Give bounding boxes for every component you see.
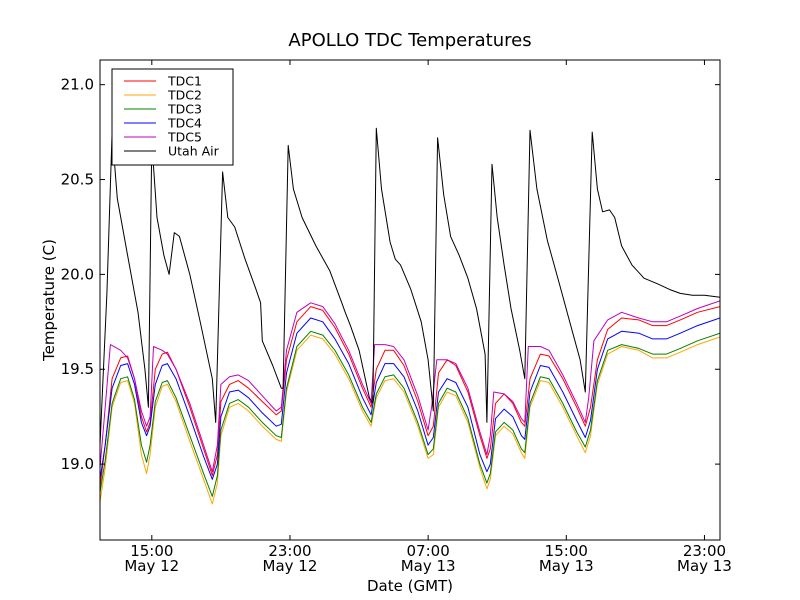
legend-label: TDC3 (167, 102, 202, 117)
y-axis-label: Temperature (C) (40, 239, 58, 362)
series-line-tdc3 (100, 330, 720, 497)
legend-label: TDC4 (167, 116, 202, 131)
series-layer (100, 127, 720, 505)
x-tick-label-date: May 12 (263, 557, 318, 575)
y-tick-label: 20.5 (61, 171, 94, 189)
legend-item: TDC4 (124, 116, 202, 131)
x-tick-label-date: May 12 (124, 557, 179, 575)
chart-title: APOLLO TDC Temperatures (288, 30, 531, 51)
y-tick-label: 19.0 (61, 455, 94, 473)
legend-item: TDC5 (124, 130, 202, 145)
x-axis-label: Date (GMT) (367, 577, 453, 595)
x-tick-label-time: 15:00 (545, 542, 588, 560)
series-line-tdc1 (100, 306, 720, 487)
legend-box (111, 68, 234, 166)
y-axis: 19.0 19.5 20.0 20.5 21.0 (61, 76, 720, 473)
legend-item: TDC2 (124, 88, 202, 103)
legend-label: TDC5 (167, 130, 202, 145)
x-tick-label-time: 07:00 (407, 542, 450, 560)
plot-frame (99, 59, 721, 541)
legend-label: Utah Air (168, 144, 220, 159)
legend-item: Utah Air (124, 144, 220, 159)
x-tick-label-time: 15:00 (130, 542, 173, 560)
y-tick-label: 21.0 (61, 76, 94, 94)
series-line-tdc4 (100, 317, 720, 480)
legend-label: TDC1 (167, 74, 202, 89)
series-line-utah-air (100, 127, 720, 446)
y-tick-label: 20.0 (61, 265, 94, 283)
legend-label: TDC2 (167, 88, 202, 103)
legend-item: TDC3 (124, 102, 202, 117)
y-tick-label: 19.5 (61, 360, 94, 378)
legend-item: TDC1 (124, 74, 202, 89)
x-tick-label-time: 23:00 (683, 542, 726, 560)
x-tick-label-time: 23:00 (268, 542, 311, 560)
series-line-tdc2 (100, 334, 720, 505)
series-line-tdc5 (100, 300, 720, 473)
x-tick-label-date: May 13 (677, 557, 732, 575)
x-tick-label-date: May 13 (401, 557, 456, 575)
x-tick-label-date: May 13 (539, 557, 594, 575)
